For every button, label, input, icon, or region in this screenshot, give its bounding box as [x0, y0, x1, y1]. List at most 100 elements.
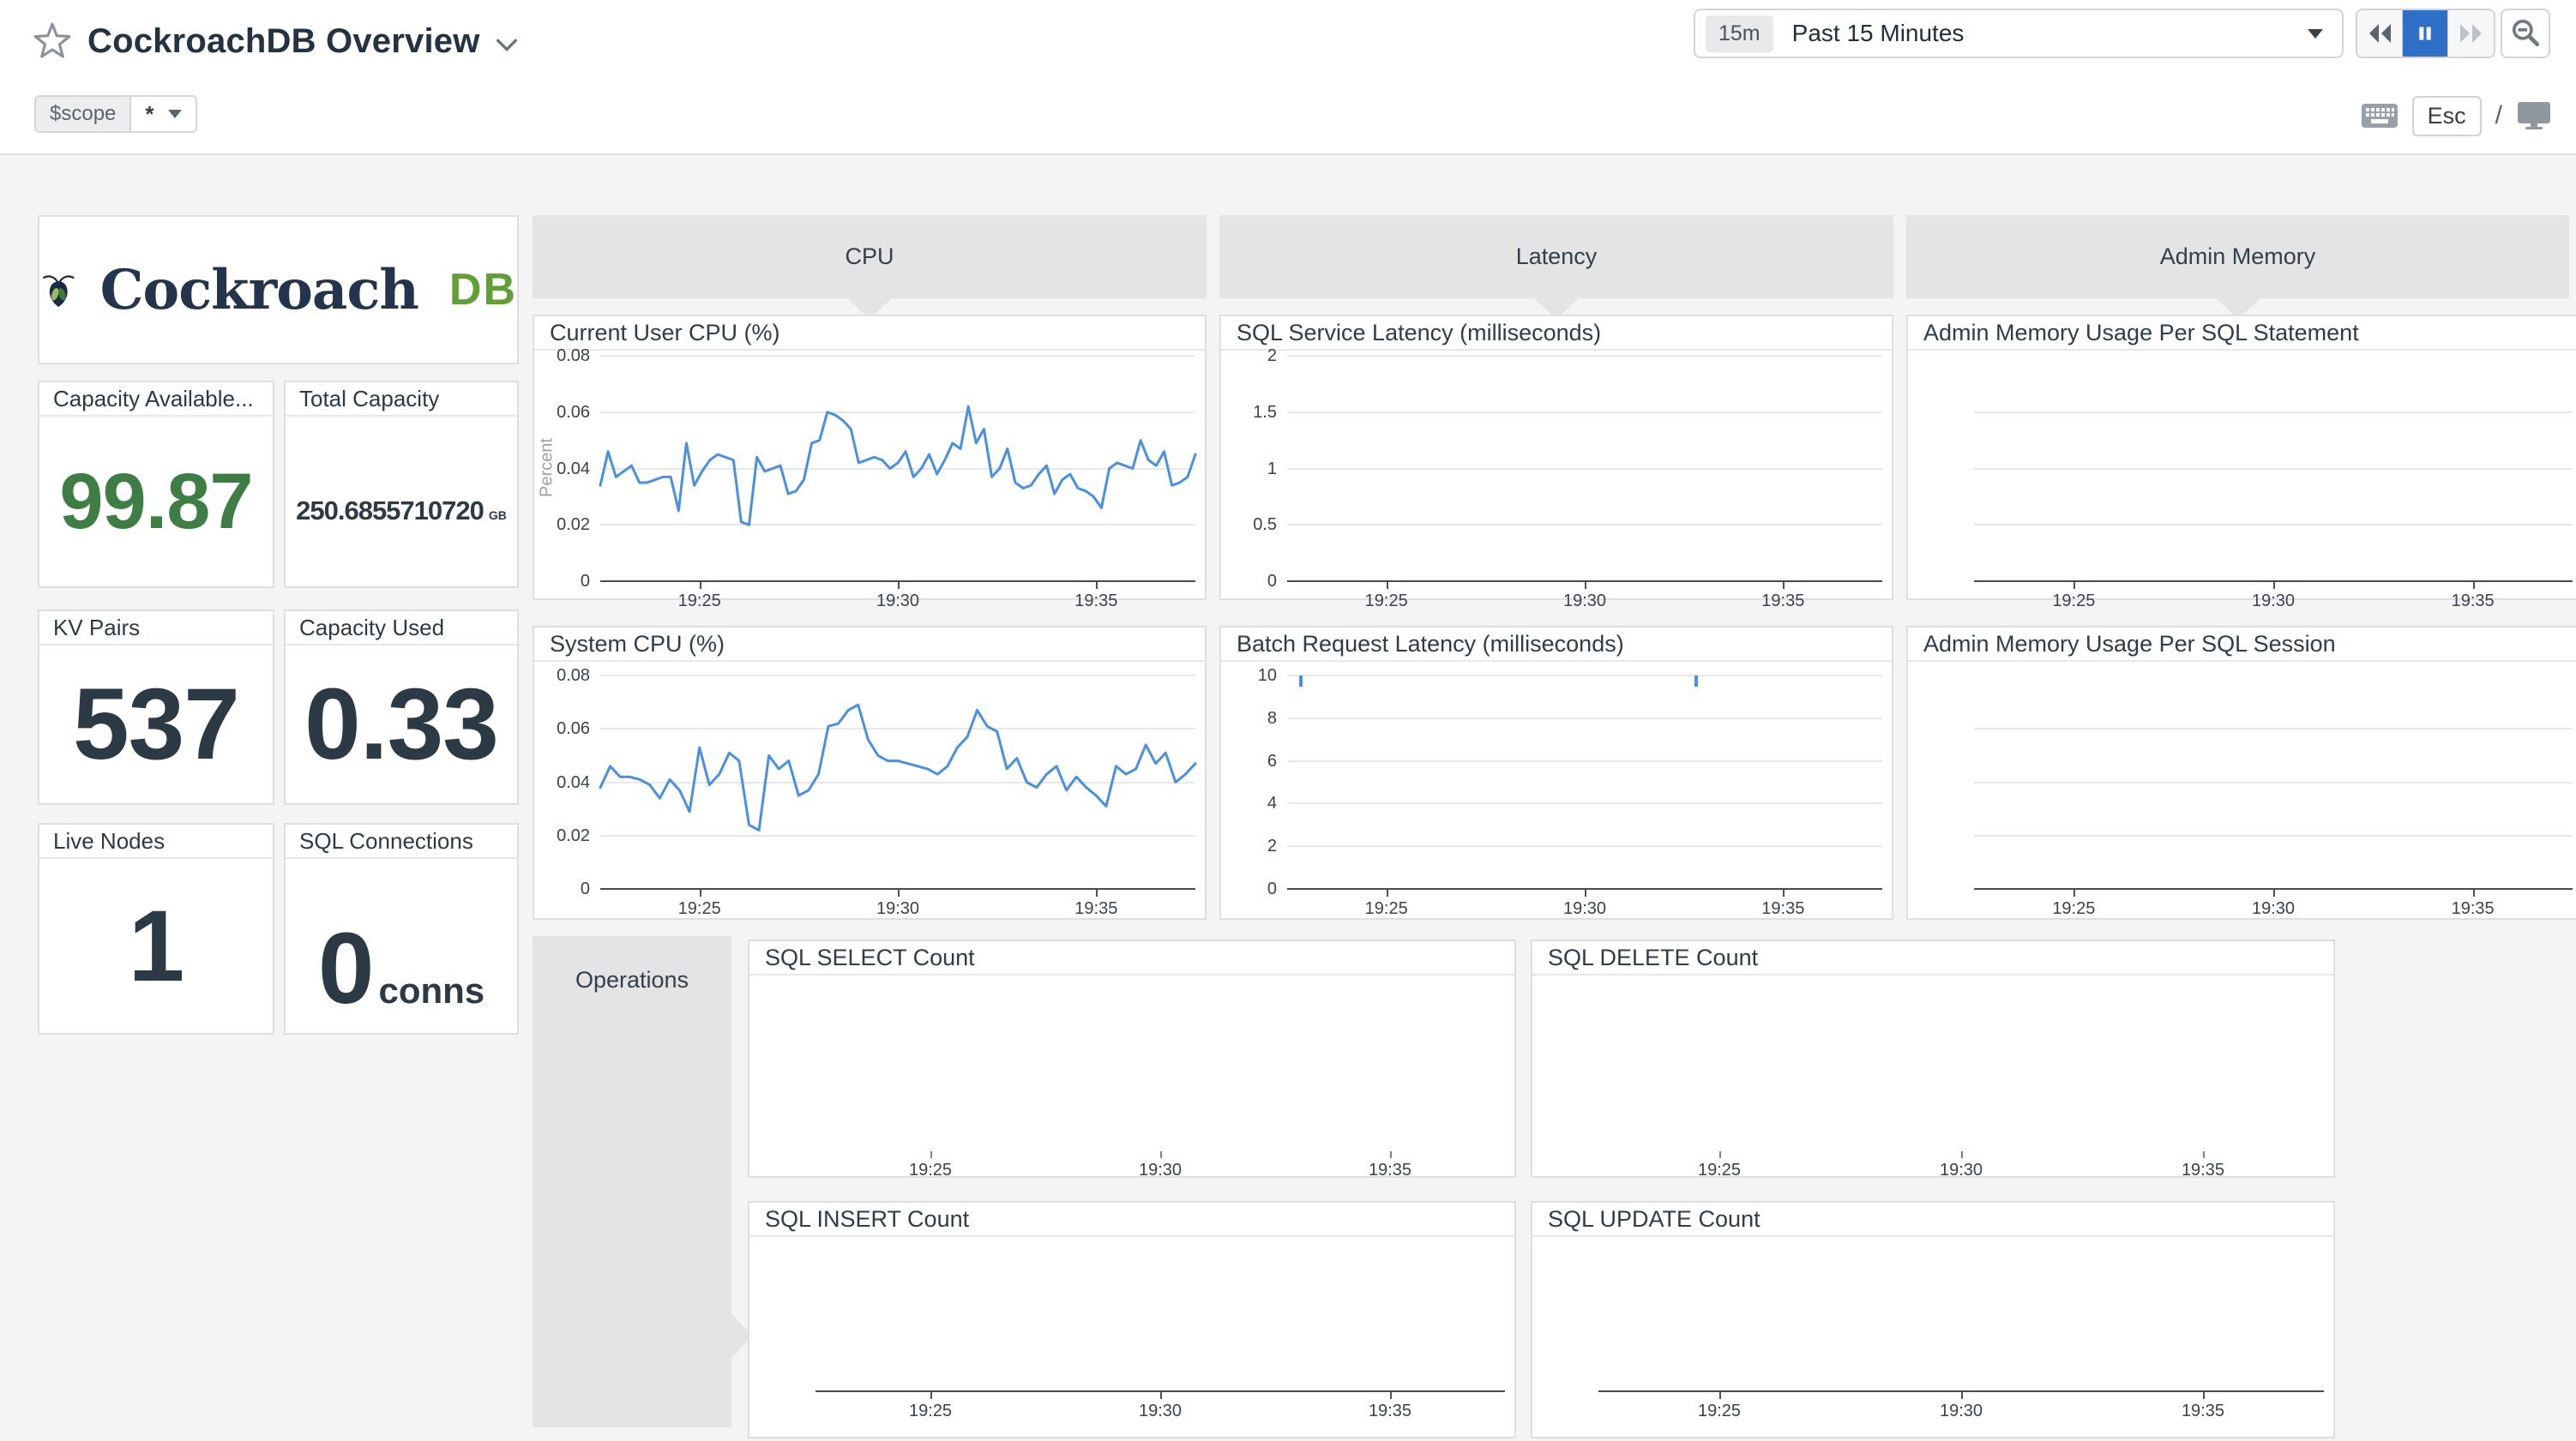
- x-tick-mark: [1719, 1392, 1722, 1399]
- x-tick-label: 19:30: [2251, 899, 2296, 918]
- x-axis-line: [1287, 580, 1882, 582]
- group-header-admin-memory[interactable]: Admin Memory: [1906, 215, 2569, 319]
- x-tick-mark: [2472, 582, 2475, 589]
- x-tick-label: 19:30: [2251, 591, 2296, 610]
- chart-system-cpu[interactable]: System CPU (%) 19:25 19:30 19:35 0 0.02 0.04…: [533, 626, 1207, 920]
- chart-area[interactable]: 19:25 19:30 19:35: [1221, 662, 1892, 918]
- x-tick-mark: [1160, 1151, 1162, 1158]
- x-axis-line: [1974, 888, 2573, 890]
- chart-area[interactable]: 19:25 19:30 19:35: [749, 976, 1514, 1180]
- x-tick-mark: [1585, 582, 1586, 589]
- gridline: [600, 411, 1195, 413]
- stat-card-capacity-used: Capacity Used 0.33: [284, 609, 519, 805]
- chevron-down-icon[interactable]: [496, 39, 518, 52]
- dashboard-canvas: Cockroach DB Capacity Available... 99.87 …: [0, 155, 2576, 1441]
- esc-button[interactable]: Esc: [2411, 95, 2482, 136]
- x-tick-label: 19:25: [1697, 1402, 1742, 1420]
- chart-sql-select-count[interactable]: SQL SELECT Count 19:25 19:30 19:35: [748, 940, 1516, 1180]
- y-tick-label: 4: [1267, 794, 1277, 814]
- x-tick-label: 19:30: [1939, 1161, 1983, 1180]
- group-title: Latency: [1515, 243, 1598, 269]
- time-range-selector[interactable]: 15m Past 15 Minutes: [1694, 9, 2344, 58]
- x-tick-mark: [1585, 890, 1586, 897]
- chart-area[interactable]: 19:25 19:30 19:35: [1221, 351, 1892, 610]
- chart-title: SQL Service Latency (milliseconds): [1221, 316, 1892, 351]
- gridline: [1974, 524, 2573, 526]
- shortcut-row: Esc /: [2361, 94, 2552, 137]
- group-header-latency[interactable]: Latency: [1219, 215, 1893, 319]
- x-tick-mark: [1719, 1151, 1722, 1158]
- fast-forward-button[interactable]: [2448, 10, 2494, 57]
- stat-title: KV Pairs: [39, 611, 273, 645]
- chart-current-user-cpu[interactable]: Current User CPU (%) 19:25 19:30 19:35 0 0.…: [533, 315, 1207, 610]
- chart-area[interactable]: 19:25 19:30 19:35: [534, 351, 1205, 610]
- chart-area[interactable]: 19:25 19:30 19:35: [749, 1237, 1514, 1437]
- scope-value-dropdown[interactable]: *: [131, 97, 196, 131]
- chart-title: SQL SELECT Count: [749, 941, 1514, 976]
- gridline: [1974, 728, 2573, 730]
- chart-area[interactable]: 19:25 19:30 19:35: [534, 662, 1205, 918]
- template-variable-scope[interactable]: $scope *: [34, 95, 197, 133]
- stat-card-capacity-available: Capacity Available... 99.87: [38, 381, 274, 588]
- chart-sql-update-count[interactable]: SQL UPDATE Count 19:25 19:30 19:35: [1531, 1201, 2335, 1438]
- x-tick-mark: [1961, 1151, 1963, 1158]
- x-tick-label: 19:35: [1074, 899, 1118, 918]
- x-tick-label: 19:25: [908, 1161, 953, 1180]
- x-tick-label: 19:25: [2052, 591, 2096, 610]
- gridline: [1974, 834, 2573, 837]
- group-header-cpu[interactable]: CPU: [533, 215, 1207, 319]
- x-axis-line: [600, 580, 1195, 582]
- gridline: [1287, 411, 1882, 413]
- x-tick-label: 19:25: [1697, 1161, 1742, 1180]
- line-series: [600, 675, 1195, 889]
- title-row: CockroachDB Overview: [33, 15, 518, 67]
- group-header-operations[interactable]: Operations: [533, 936, 752, 1427]
- rewind-button[interactable]: [2357, 10, 2403, 57]
- x-tick-label: 19:25: [2052, 899, 2096, 918]
- gridline: [1287, 802, 1882, 805]
- chart-sql-delete-count[interactable]: SQL DELETE Count 19:25 19:30 19:35: [1531, 940, 2335, 1180]
- chart-admin-memory-statement[interactable]: Admin Memory Usage Per SQL Statement 19:…: [1906, 315, 2576, 610]
- y-tick-label: 10: [1257, 666, 1277, 685]
- x-tick-label: 19:30: [876, 899, 920, 918]
- zoom-out-button[interactable]: [2501, 9, 2550, 58]
- chart-batch-request-latency[interactable]: Batch Request Latency (milliseconds) 19:…: [1219, 626, 1893, 920]
- x-tick-mark: [1386, 890, 1388, 897]
- x-axis-line: [1287, 888, 1882, 890]
- chart-area[interactable]: 19:25 19:30 19:35: [1532, 1237, 2333, 1437]
- star-icon[interactable]: [33, 22, 72, 60]
- chart-area[interactable]: 19:25 19:30 19:35: [1908, 351, 2576, 610]
- chart-area[interactable]: 19:25 19:30 19:35: [1532, 976, 2333, 1180]
- scope-key-label: $scope: [36, 97, 132, 131]
- x-tick-label: 19:30: [1939, 1402, 1983, 1420]
- x-tick-label: 19:25: [677, 591, 721, 610]
- chart-admin-memory-session[interactable]: Admin Memory Usage Per SQL Session 19:25…: [1906, 626, 2576, 920]
- x-axis-line: [816, 1390, 1505, 1392]
- pause-button[interactable]: [2403, 10, 2448, 57]
- zoom-out-icon: [2512, 19, 2540, 47]
- chart-sql-service-latency[interactable]: SQL Service Latency (milliseconds) 19:25…: [1219, 315, 1893, 610]
- chart-area[interactable]: 19:25 19:30 19:35: [1908, 662, 2576, 918]
- stat-title: Capacity Used: [286, 611, 517, 645]
- spike-mark: [1694, 675, 1699, 687]
- gridline: [600, 781, 1195, 784]
- x-tick-mark: [699, 890, 701, 897]
- fullscreen-monitor-icon[interactable]: [2516, 100, 2552, 131]
- keyboard-icon[interactable]: [2361, 102, 2398, 129]
- x-tick-mark: [2202, 1392, 2205, 1399]
- caret-down-icon: [2308, 28, 2323, 39]
- logo-wordmark: Cockroach: [99, 257, 419, 322]
- stat-card-live-nodes: Live Nodes 1: [38, 823, 274, 1035]
- x-axis-line: [1598, 1390, 2324, 1392]
- stat-unit: conns: [378, 970, 485, 1011]
- x-tick-label: 19:35: [2451, 899, 2495, 918]
- y-tick-label: 0.04: [557, 772, 590, 792]
- stat-value: 0.33: [304, 668, 499, 781]
- x-tick-label: 19:25: [1364, 899, 1408, 918]
- x-tick-mark: [2073, 890, 2076, 897]
- chart-sql-insert-count[interactable]: SQL INSERT Count 19:25 19:30 19:35: [748, 1201, 1516, 1438]
- page-title: CockroachDB Overview: [87, 21, 480, 60]
- x-tick-mark: [2472, 890, 2475, 897]
- timeframe-playback-controls: [2356, 9, 2495, 58]
- pause-icon: [2419, 27, 2431, 40]
